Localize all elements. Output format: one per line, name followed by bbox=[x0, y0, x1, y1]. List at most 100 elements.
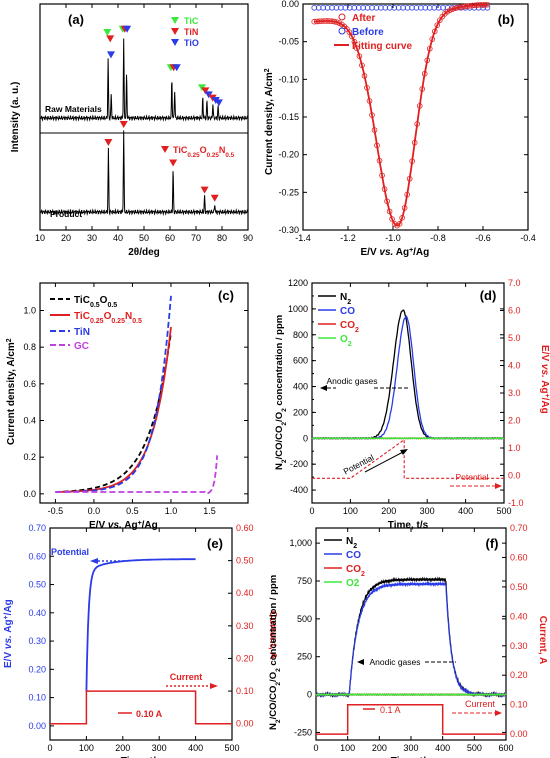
y2-axis-label: Current, A bbox=[267, 611, 278, 660]
y-tick-label: 200 bbox=[293, 407, 308, 417]
y-tick-label: 0.2 bbox=[23, 452, 36, 462]
marker-tio bbox=[106, 51, 115, 59]
y-tick-label: -0.30 bbox=[278, 225, 299, 235]
y-tick-label: 0.00 bbox=[281, 0, 299, 9]
panel-c: -0.5 0.0 0.5 1.0 1.5 0.0 0.2 0.4 0.6 0.8 1.0 E/V vs… bbox=[6, 282, 249, 531]
y-tick-label: 0.8 bbox=[23, 342, 36, 352]
x-tick-label: 400 bbox=[435, 743, 450, 753]
x-tick-label: 90 bbox=[243, 233, 253, 243]
marker-product bbox=[200, 186, 209, 194]
y-tick-label: 0.00 bbox=[28, 721, 46, 731]
y2-tick-label: 0.10 bbox=[236, 686, 254, 696]
y2-tick-label: 3.0 bbox=[508, 388, 521, 398]
x-axis-label: Time, t/s bbox=[391, 756, 432, 758]
y-tick-label: 0.30 bbox=[28, 636, 46, 646]
y-tick-label: 1200 bbox=[288, 278, 308, 288]
y-tick-label: -0.15 bbox=[278, 112, 299, 122]
marker-tio bbox=[204, 91, 213, 99]
y2-tick-label: 6.0 bbox=[508, 306, 521, 316]
marker-tio bbox=[123, 25, 132, 33]
gas-line-o2 bbox=[311, 436, 504, 440]
legend-marker-tic bbox=[171, 17, 179, 24]
y2-axis-label: E/V vs. Ag+/Ag bbox=[539, 345, 550, 414]
x-tick-label: 0 bbox=[313, 743, 318, 753]
x-tick-label: 100 bbox=[343, 506, 358, 516]
x-tick-label: 70 bbox=[191, 233, 201, 243]
y-tick-label: -0.10 bbox=[278, 74, 299, 84]
x-tick-label: -0.6 bbox=[475, 233, 491, 243]
y2-tick-label: 0.20 bbox=[236, 653, 254, 663]
series-line-0 bbox=[55, 332, 172, 493]
x-tick-label: -0.5 bbox=[48, 506, 64, 516]
panel-d: 0 100 200 300 400 500 -400 -200 0 200 400 600 800 100… bbox=[274, 278, 550, 531]
y2-tick-label: 4.0 bbox=[508, 361, 521, 371]
legend-label-3: O2 bbox=[346, 578, 360, 589]
legend-label-tin: TiN bbox=[184, 27, 198, 37]
x-tick-label: 0.5 bbox=[126, 506, 139, 516]
annotation-arrowhead bbox=[357, 659, 364, 665]
panel-label: (c) bbox=[218, 288, 234, 303]
x-tick-label: 20 bbox=[61, 233, 71, 243]
panel-label: (f) bbox=[486, 536, 499, 551]
legend-label-3: O2 bbox=[340, 334, 352, 348]
x-tick-label: 400 bbox=[458, 506, 473, 516]
y2-tick-label: 2.0 bbox=[508, 416, 521, 426]
y-axis-label: Current density, A/cm2 bbox=[6, 338, 18, 445]
x-axis-label: Time, t/s bbox=[121, 756, 162, 758]
x-axis-label: E/V vs. Ag+/Ag bbox=[361, 247, 430, 259]
y-tick-label: 0 bbox=[303, 433, 308, 443]
x-tick-label: 80 bbox=[217, 233, 227, 243]
legend-label-2: TiN bbox=[74, 327, 90, 338]
annotation-anodic-gases: Anodic gases bbox=[326, 376, 377, 386]
annotation-arrowhead bbox=[495, 483, 502, 489]
x-tick-label: 300 bbox=[152, 743, 167, 753]
y-tick-label: 0.10 bbox=[28, 693, 46, 703]
marker-tio bbox=[172, 64, 181, 72]
y-tick-label: 0.60 bbox=[28, 551, 46, 561]
y-tick-label: 0.70 bbox=[28, 523, 46, 533]
legend-label-product: TiC0.25O0.25N0.5 bbox=[173, 145, 235, 159]
x-tick-label: 40 bbox=[113, 233, 123, 243]
y-axis-label: N2/CO/CO2/O2 concentration / ppm bbox=[274, 315, 288, 470]
y2-tick-label: 0.00 bbox=[236, 719, 254, 729]
panel-e: 0 100 200 300 400 500 0.00 0.10 0.20 0.30 0.40 0.50… bbox=[3, 523, 279, 758]
annotation-arrowhead bbox=[210, 683, 218, 689]
y-tick-label: 0.40 bbox=[28, 608, 46, 618]
legend-label-3: GC bbox=[74, 341, 89, 352]
y-tick-label: 1,000 bbox=[289, 538, 312, 548]
panel-label: (d) bbox=[480, 288, 497, 303]
after-point bbox=[434, 22, 441, 28]
y2-tick-label: 0.30 bbox=[510, 641, 528, 651]
y-tick-label: 500 bbox=[297, 614, 312, 624]
panel-f: 0 100 200 300 400 500 600-25002505007501,0000.… bbox=[268, 523, 548, 758]
y-tick-label: 750 bbox=[297, 576, 312, 586]
current-line bbox=[50, 690, 232, 725]
x-tick-label: 100 bbox=[340, 743, 355, 753]
y-tick-label: 0.20 bbox=[28, 664, 46, 674]
y2-tick-label: 0.40 bbox=[236, 588, 254, 598]
x-tick-label: 30 bbox=[87, 233, 97, 243]
series-line-1 bbox=[55, 326, 172, 493]
y2-tick-label: 1.0 bbox=[508, 443, 521, 453]
y2-tick-label: 0.50 bbox=[510, 582, 528, 592]
marker-tin bbox=[106, 35, 115, 43]
x-tick-label: -0.4 bbox=[520, 233, 536, 243]
x-tick-label: 200 bbox=[381, 506, 396, 516]
y-tick-label: -0.25 bbox=[278, 187, 299, 197]
y-axis-label: Current density, A/cm2 bbox=[264, 68, 276, 175]
y2-tick-label: 0.60 bbox=[510, 552, 528, 562]
panel-b: -1.4 -1.2 -1.0 -0.8 -0.6 -0.4 -0.30 -0.25 -0.20 -… bbox=[264, 0, 536, 258]
annotation-current: Current bbox=[465, 699, 496, 709]
y2-tick-label: 0.70 bbox=[510, 523, 528, 533]
legend-marker-after bbox=[338, 13, 346, 21]
gas-line-co bbox=[315, 580, 507, 698]
x-tick-label: -1.2 bbox=[340, 233, 356, 243]
after-point bbox=[396, 221, 403, 227]
panel-a: 10 20 30 40 50 60 70 80 90 2θ/deg Intensity (a. u.… bbox=[10, 3, 253, 258]
x-tick-label: -1.0 bbox=[385, 233, 401, 243]
y-axis-label: E/V vs. Ag+/Ag bbox=[3, 599, 15, 668]
y-tick-label: 800 bbox=[293, 330, 308, 340]
y-tick-label: -400 bbox=[290, 485, 308, 495]
annotation-arrowhead bbox=[400, 449, 408, 455]
potential-line bbox=[312, 438, 504, 479]
